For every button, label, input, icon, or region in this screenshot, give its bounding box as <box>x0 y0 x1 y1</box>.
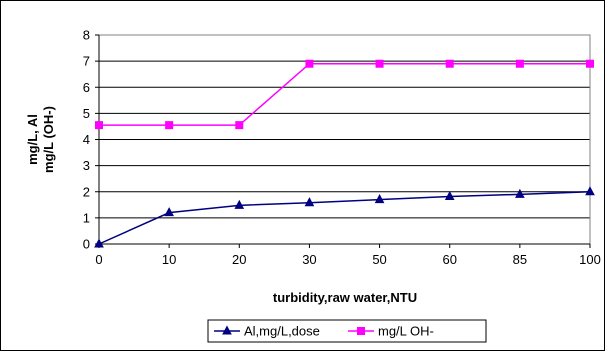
data-point-series-1 <box>444 190 455 200</box>
x-tick-label: 0 <box>95 252 102 267</box>
data-point-series-2 <box>515 59 524 68</box>
data-point-series-2 <box>375 59 384 68</box>
y-axis-title-line: mg/L (OH-) <box>41 106 56 173</box>
x-tick-label: 10 <box>162 252 176 267</box>
data-point-series-2 <box>165 121 174 130</box>
y-tick-label: 7 <box>83 54 90 69</box>
x-tick-label: 20 <box>232 252 246 267</box>
legend-marker <box>357 327 365 335</box>
x-tick-label: 30 <box>302 252 316 267</box>
y-tick-label: 1 <box>83 210 90 225</box>
data-point-series-1 <box>304 197 315 207</box>
y-tick-label: 8 <box>83 28 90 43</box>
data-point-series-1 <box>234 199 245 209</box>
x-tick-label: 60 <box>442 252 456 267</box>
data-point-series-2 <box>305 59 314 68</box>
data-point-series-2 <box>586 59 594 68</box>
y-tick-label: 4 <box>83 132 90 147</box>
x-tick-label: 100 <box>579 252 601 267</box>
data-point-series-1 <box>164 207 174 217</box>
y-axis-title: mg/L, Al mg/L (OH-) <box>25 106 56 173</box>
data-point-series-2 <box>235 121 244 130</box>
legend-marker <box>222 325 232 335</box>
x-tick-label: 50 <box>372 252 386 267</box>
x-axis-ticks: 0 10 20 30 50 60 85 100 <box>95 35 601 267</box>
y-tick-label: 5 <box>83 106 90 121</box>
data-point-series-1 <box>515 188 525 198</box>
data-point-series-1 <box>585 186 595 196</box>
x-tick-label: 85 <box>513 252 527 267</box>
y-axis-ticks: 0 1 2 3 4 5 6 7 8 <box>83 28 99 252</box>
data-point-series-2 <box>95 121 103 130</box>
y-tick-label: 0 <box>83 237 90 252</box>
y-tick-label: 6 <box>83 80 90 95</box>
data-point-series-1 <box>374 194 385 204</box>
legend: Al,mg/L,dose mg/L OH- <box>207 319 487 343</box>
series-lines <box>94 59 595 248</box>
legend-label: Al,mg/L,dose <box>244 324 320 339</box>
y-axis-title-line: mg/L, Al <box>25 114 40 165</box>
legend-label: mg/L OH- <box>378 324 434 339</box>
x-axis-title: turbidity,raw water,NTU <box>273 290 417 305</box>
series-line-1 <box>98 191 591 245</box>
y-tick-label: 2 <box>83 184 90 199</box>
legend-box <box>207 319 487 343</box>
y-tick-label: 3 <box>83 158 90 173</box>
series-line-2 <box>99 62 590 126</box>
data-point-series-2 <box>445 59 454 68</box>
data-point-series-1 <box>94 238 104 248</box>
